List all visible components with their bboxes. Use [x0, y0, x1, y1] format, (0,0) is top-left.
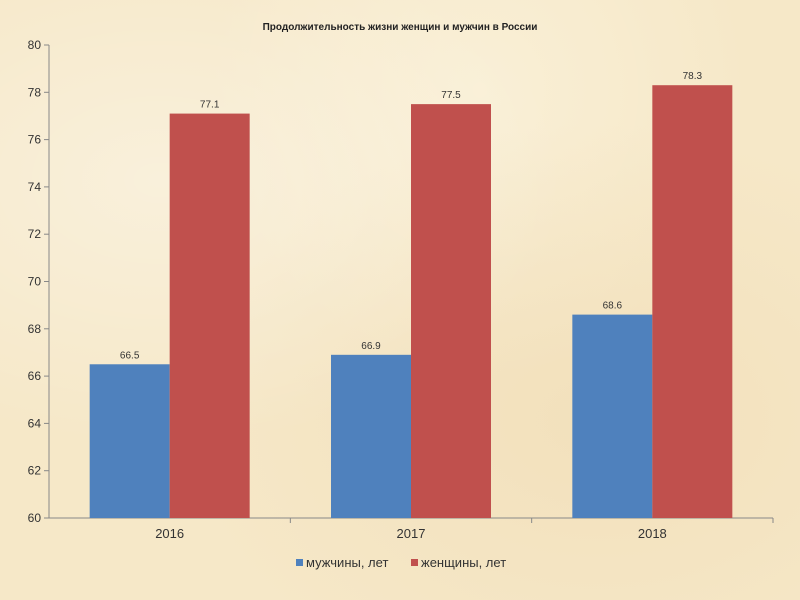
y-tick-label: 60 — [28, 511, 42, 525]
y-tick-label: 74 — [28, 180, 42, 194]
plot-area: 60 62 64 66 68 70 72 74 76 78 80 2016 66.5 77.1 2017 66… — [28, 38, 774, 541]
data-label: 68.6 — [603, 301, 623, 312]
y-tick-label: 66 — [28, 369, 42, 383]
y-tick-label: 70 — [28, 275, 42, 289]
y-tick-label: 68 — [28, 322, 42, 336]
legend-label-men: мужчины, лет — [306, 555, 388, 570]
bar — [411, 104, 491, 518]
legend-swatch-men — [296, 559, 303, 566]
bar — [169, 113, 250, 519]
data-label: 77.5 — [441, 90, 461, 101]
bar — [652, 85, 733, 518]
legend-label-women: женщины, лет — [421, 555, 506, 570]
y-tick-label: 78 — [28, 85, 42, 99]
bar — [331, 354, 411, 518]
x-tick-label: 2016 — [155, 526, 184, 541]
y-tick-label: 64 — [28, 416, 42, 430]
y-tick-label: 62 — [28, 464, 42, 478]
data-label: 66.9 — [361, 341, 381, 352]
bar — [572, 314, 653, 518]
bar — [89, 364, 170, 518]
chart-title: Продолжительность жизни женщин и мужчин … — [263, 22, 538, 33]
x-tick-label: 2018 — [638, 526, 667, 541]
data-label: 66.5 — [120, 350, 140, 361]
y-tick-label: 72 — [28, 227, 42, 241]
data-label: 77.1 — [200, 100, 220, 111]
data-label: 78.3 — [683, 71, 703, 82]
y-tick-label: 76 — [28, 133, 42, 147]
x-tick-label: 2017 — [397, 526, 426, 541]
legend: мужчины, лет женщины, лет — [296, 555, 506, 570]
legend-swatch-women — [411, 559, 418, 566]
y-tick-label: 80 — [28, 38, 42, 52]
